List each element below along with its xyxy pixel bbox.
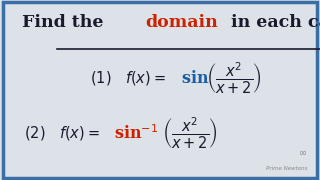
Text: domain: domain: [145, 14, 218, 31]
Text: Find the: Find the: [22, 14, 110, 31]
Text: $\left(\dfrac{x^2}{x+2}\right)$: $\left(\dfrac{x^2}{x+2}\right)$: [206, 61, 262, 96]
Text: $f(x) =$: $f(x) =$: [59, 124, 100, 142]
Text: $\infty$: $\infty$: [298, 147, 307, 157]
Text: $(1)$: $(1)$: [90, 69, 111, 87]
Text: in each case: in each case: [225, 14, 320, 31]
Text: $\left(\dfrac{x^2}{x+2}\right)$: $\left(\dfrac{x^2}{x+2}\right)$: [162, 116, 218, 151]
Text: $\mathdefault{sin}$: $\mathdefault{sin}$: [181, 70, 209, 87]
Text: $\mathdefault{sin}^{-1}$: $\mathdefault{sin}^{-1}$: [114, 124, 158, 143]
Text: Prime Newtons: Prime Newtons: [266, 166, 307, 171]
Text: $(2)$: $(2)$: [24, 124, 45, 142]
Text: $f(x) =$: $f(x) =$: [125, 69, 165, 87]
